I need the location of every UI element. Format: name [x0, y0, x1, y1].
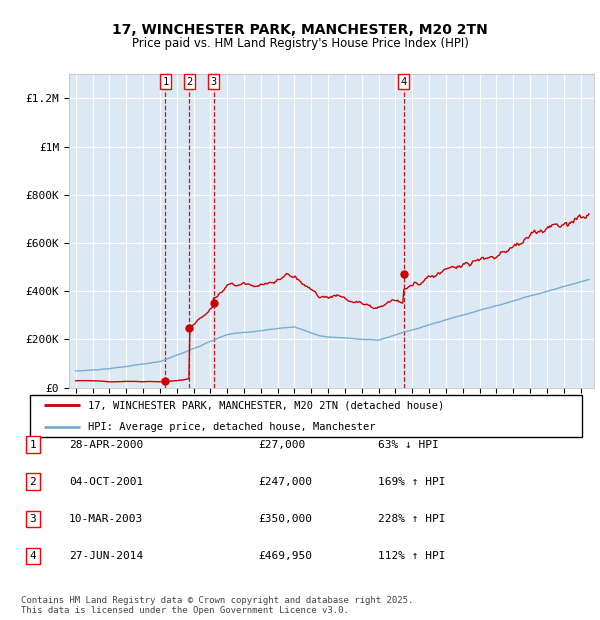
Text: Contains HM Land Registry data © Crown copyright and database right 2025.
This d: Contains HM Land Registry data © Crown c… — [21, 596, 413, 615]
Text: 17, WINCHESTER PARK, MANCHESTER, M20 2TN: 17, WINCHESTER PARK, MANCHESTER, M20 2TN — [112, 23, 488, 37]
Text: 17, WINCHESTER PARK, MANCHESTER, M20 2TN (detached house): 17, WINCHESTER PARK, MANCHESTER, M20 2TN… — [88, 401, 444, 410]
Text: £247,000: £247,000 — [258, 477, 312, 487]
Text: HPI: Average price, detached house, Manchester: HPI: Average price, detached house, Manc… — [88, 422, 376, 432]
Text: 04-OCT-2001: 04-OCT-2001 — [69, 477, 143, 487]
Text: 1: 1 — [29, 440, 37, 450]
Text: 10-MAR-2003: 10-MAR-2003 — [69, 514, 143, 524]
Text: 27-JUN-2014: 27-JUN-2014 — [69, 551, 143, 561]
Text: 2: 2 — [29, 477, 37, 487]
Text: 3: 3 — [29, 514, 37, 524]
Text: £350,000: £350,000 — [258, 514, 312, 524]
Text: 3: 3 — [211, 77, 217, 87]
Text: 28-APR-2000: 28-APR-2000 — [69, 440, 143, 450]
Text: 228% ↑ HPI: 228% ↑ HPI — [378, 514, 445, 524]
Text: 169% ↑ HPI: 169% ↑ HPI — [378, 477, 445, 487]
Text: 4: 4 — [29, 551, 37, 561]
Text: £27,000: £27,000 — [258, 440, 305, 450]
Text: Price paid vs. HM Land Registry's House Price Index (HPI): Price paid vs. HM Land Registry's House … — [131, 37, 469, 50]
Text: 63% ↓ HPI: 63% ↓ HPI — [378, 440, 439, 450]
Text: £469,950: £469,950 — [258, 551, 312, 561]
Text: 1: 1 — [162, 77, 169, 87]
Text: 112% ↑ HPI: 112% ↑ HPI — [378, 551, 445, 561]
Text: 2: 2 — [186, 77, 193, 87]
Text: 4: 4 — [401, 77, 407, 87]
